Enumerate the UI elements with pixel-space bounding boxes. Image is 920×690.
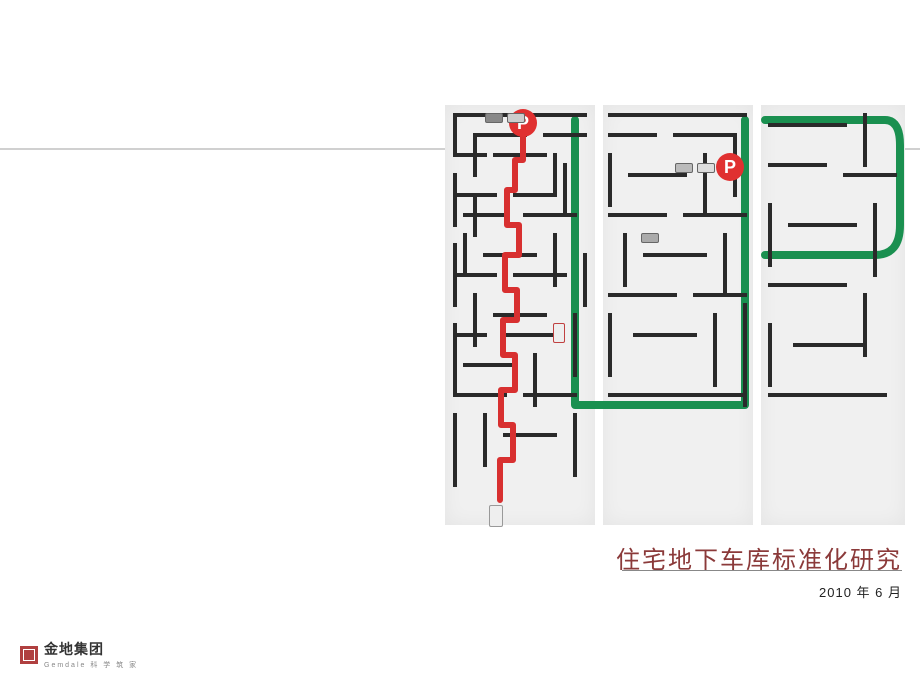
parking-marker-icon: P <box>716 153 744 181</box>
company-logo: 金地集团 Gemdale 科 学 筑 家 <box>20 639 138 670</box>
logo-company-name: 金地集团 <box>44 639 138 659</box>
car-icon <box>675 163 693 173</box>
title-underline <box>622 570 902 571</box>
car-icon <box>697 163 715 173</box>
page-date: 2010 年 6 月 <box>819 582 902 601</box>
car-icon <box>489 505 503 527</box>
logo-icon <box>20 646 38 664</box>
car-icon <box>553 323 565 343</box>
car-icon <box>485 113 503 123</box>
car-icon <box>641 233 659 243</box>
logo-tagline: Gemdale 科 学 筑 家 <box>44 660 138 670</box>
maze-illustration: PP <box>445 105 905 525</box>
car-icon <box>507 113 525 123</box>
